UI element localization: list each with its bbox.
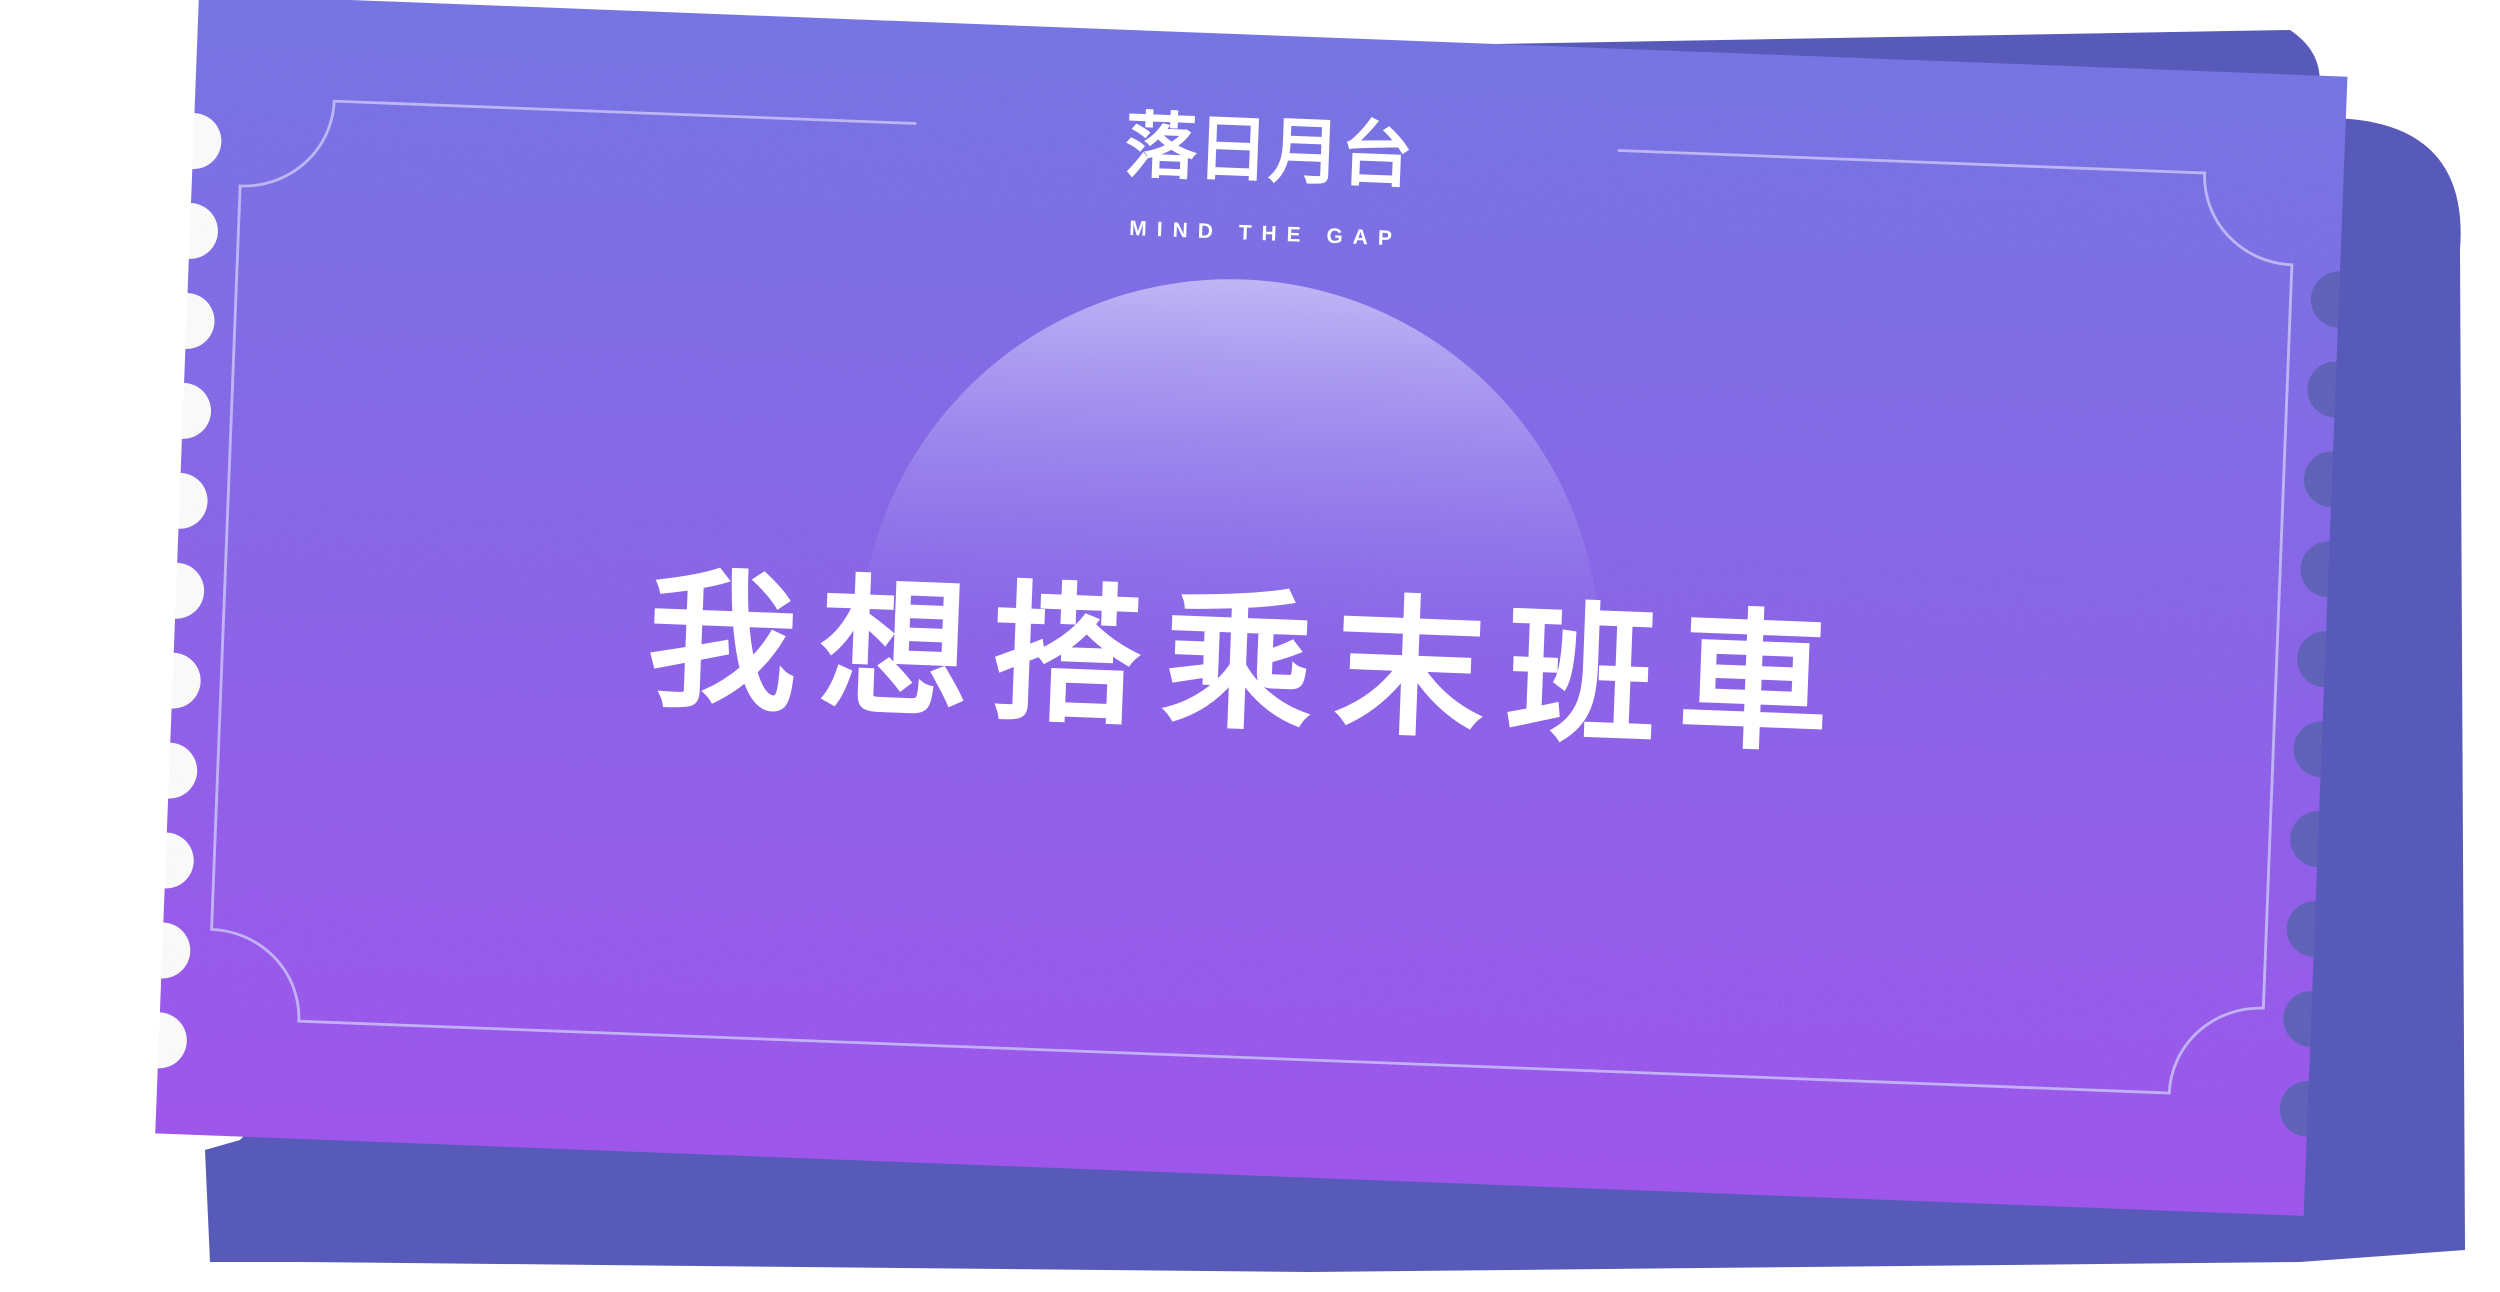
- brand-title: 落日月台: [1123, 103, 1414, 198]
- ticket-body: 落日月台 MIND THE GAP 我想搭乘末班車: [155, 0, 2348, 1216]
- inner-border: [210, 99, 2294, 1095]
- sun-glow: [859, 279, 1600, 664]
